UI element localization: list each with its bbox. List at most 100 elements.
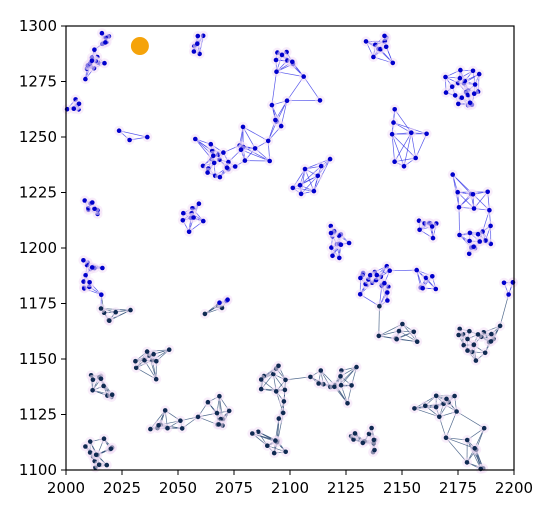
network-node (330, 253, 335, 259)
y-axis: 1100 1125 1150 1175 1200 1225 1250 1275 1300 (19, 17, 66, 479)
network-node (443, 435, 449, 441)
network-node (191, 49, 197, 54)
network-node (195, 33, 201, 39)
network-node (196, 201, 202, 206)
network-edge (391, 134, 405, 167)
network-node (83, 444, 88, 449)
network-edge (456, 411, 485, 429)
network-node (450, 172, 456, 177)
network-node (424, 131, 429, 137)
network-node (221, 150, 226, 155)
network-node (318, 163, 324, 169)
network-node (456, 101, 461, 107)
network-node (290, 59, 295, 65)
network-node (93, 452, 99, 458)
network-node (284, 98, 290, 103)
x-tick-label: 2100 (271, 479, 309, 497)
network-node (477, 239, 483, 244)
network-node (471, 342, 477, 348)
network-node (265, 443, 270, 449)
network-node (470, 192, 476, 197)
network-node (389, 131, 395, 137)
network-edge (466, 439, 482, 470)
network-node (302, 166, 308, 172)
network-node (392, 107, 398, 112)
network-node (216, 422, 221, 427)
network-node (193, 136, 198, 142)
network-node (108, 446, 114, 452)
network-node (458, 67, 463, 73)
network-node (267, 158, 273, 164)
x-tick-label: 2125 (327, 479, 365, 497)
network-node (290, 185, 296, 191)
network-node (382, 33, 387, 39)
x-tick-label: 2000 (47, 479, 85, 497)
network-node (280, 410, 286, 416)
network-node (414, 339, 420, 345)
network-node (345, 401, 350, 406)
network-node (133, 365, 139, 371)
x-axis: 2000 2025 2050 2075 2100 2125 2150 2175 2200 (47, 470, 533, 497)
network-node (282, 387, 288, 393)
network-node (472, 82, 478, 87)
network-node (454, 409, 459, 414)
network-node (92, 206, 97, 212)
network-node (374, 272, 380, 278)
network-node (488, 339, 494, 344)
network-node (485, 189, 491, 195)
network-node (456, 332, 461, 338)
network-node (506, 292, 511, 297)
network-node (452, 93, 458, 98)
network-node (411, 329, 417, 335)
network-node (98, 376, 104, 382)
network-node (186, 229, 192, 235)
network-node (211, 153, 216, 158)
network-node (225, 297, 230, 303)
network-node (308, 374, 313, 380)
network-node (433, 393, 439, 399)
network-node (471, 206, 477, 211)
network-node (205, 399, 211, 405)
network-node (83, 76, 88, 82)
network-node (459, 95, 465, 100)
network-node (214, 410, 220, 416)
network-node (465, 336, 470, 342)
network-node (281, 399, 287, 404)
network-node (242, 158, 248, 163)
network-node (327, 156, 333, 162)
network-node (409, 130, 414, 135)
y-tick-label: 1175 (19, 295, 57, 313)
network-node (151, 351, 156, 357)
network-node (226, 408, 232, 414)
network-node (99, 292, 104, 298)
network-node (298, 191, 304, 197)
network-node (87, 280, 92, 285)
network-node (433, 404, 439, 410)
network-node (481, 425, 487, 431)
network-node (195, 414, 201, 420)
network-node (271, 450, 277, 456)
network-node (423, 403, 428, 409)
network-node (377, 303, 382, 309)
network-node (437, 414, 442, 420)
network-node (240, 124, 246, 130)
network-node (297, 182, 303, 188)
network-node (363, 39, 369, 44)
network-node (217, 174, 223, 180)
network-node (497, 323, 503, 329)
network-node (101, 383, 106, 389)
network-node (465, 348, 470, 353)
network-node (372, 447, 377, 453)
network-node (417, 227, 422, 233)
network-node (383, 44, 389, 50)
network-node (391, 120, 396, 125)
network-edge (240, 149, 270, 162)
network-node (430, 274, 435, 279)
network-node (87, 439, 93, 444)
y-tick-label: 1250 (19, 128, 57, 146)
network-node (475, 332, 481, 337)
x-tick-label: 2200 (495, 479, 533, 497)
network-node (452, 393, 457, 399)
